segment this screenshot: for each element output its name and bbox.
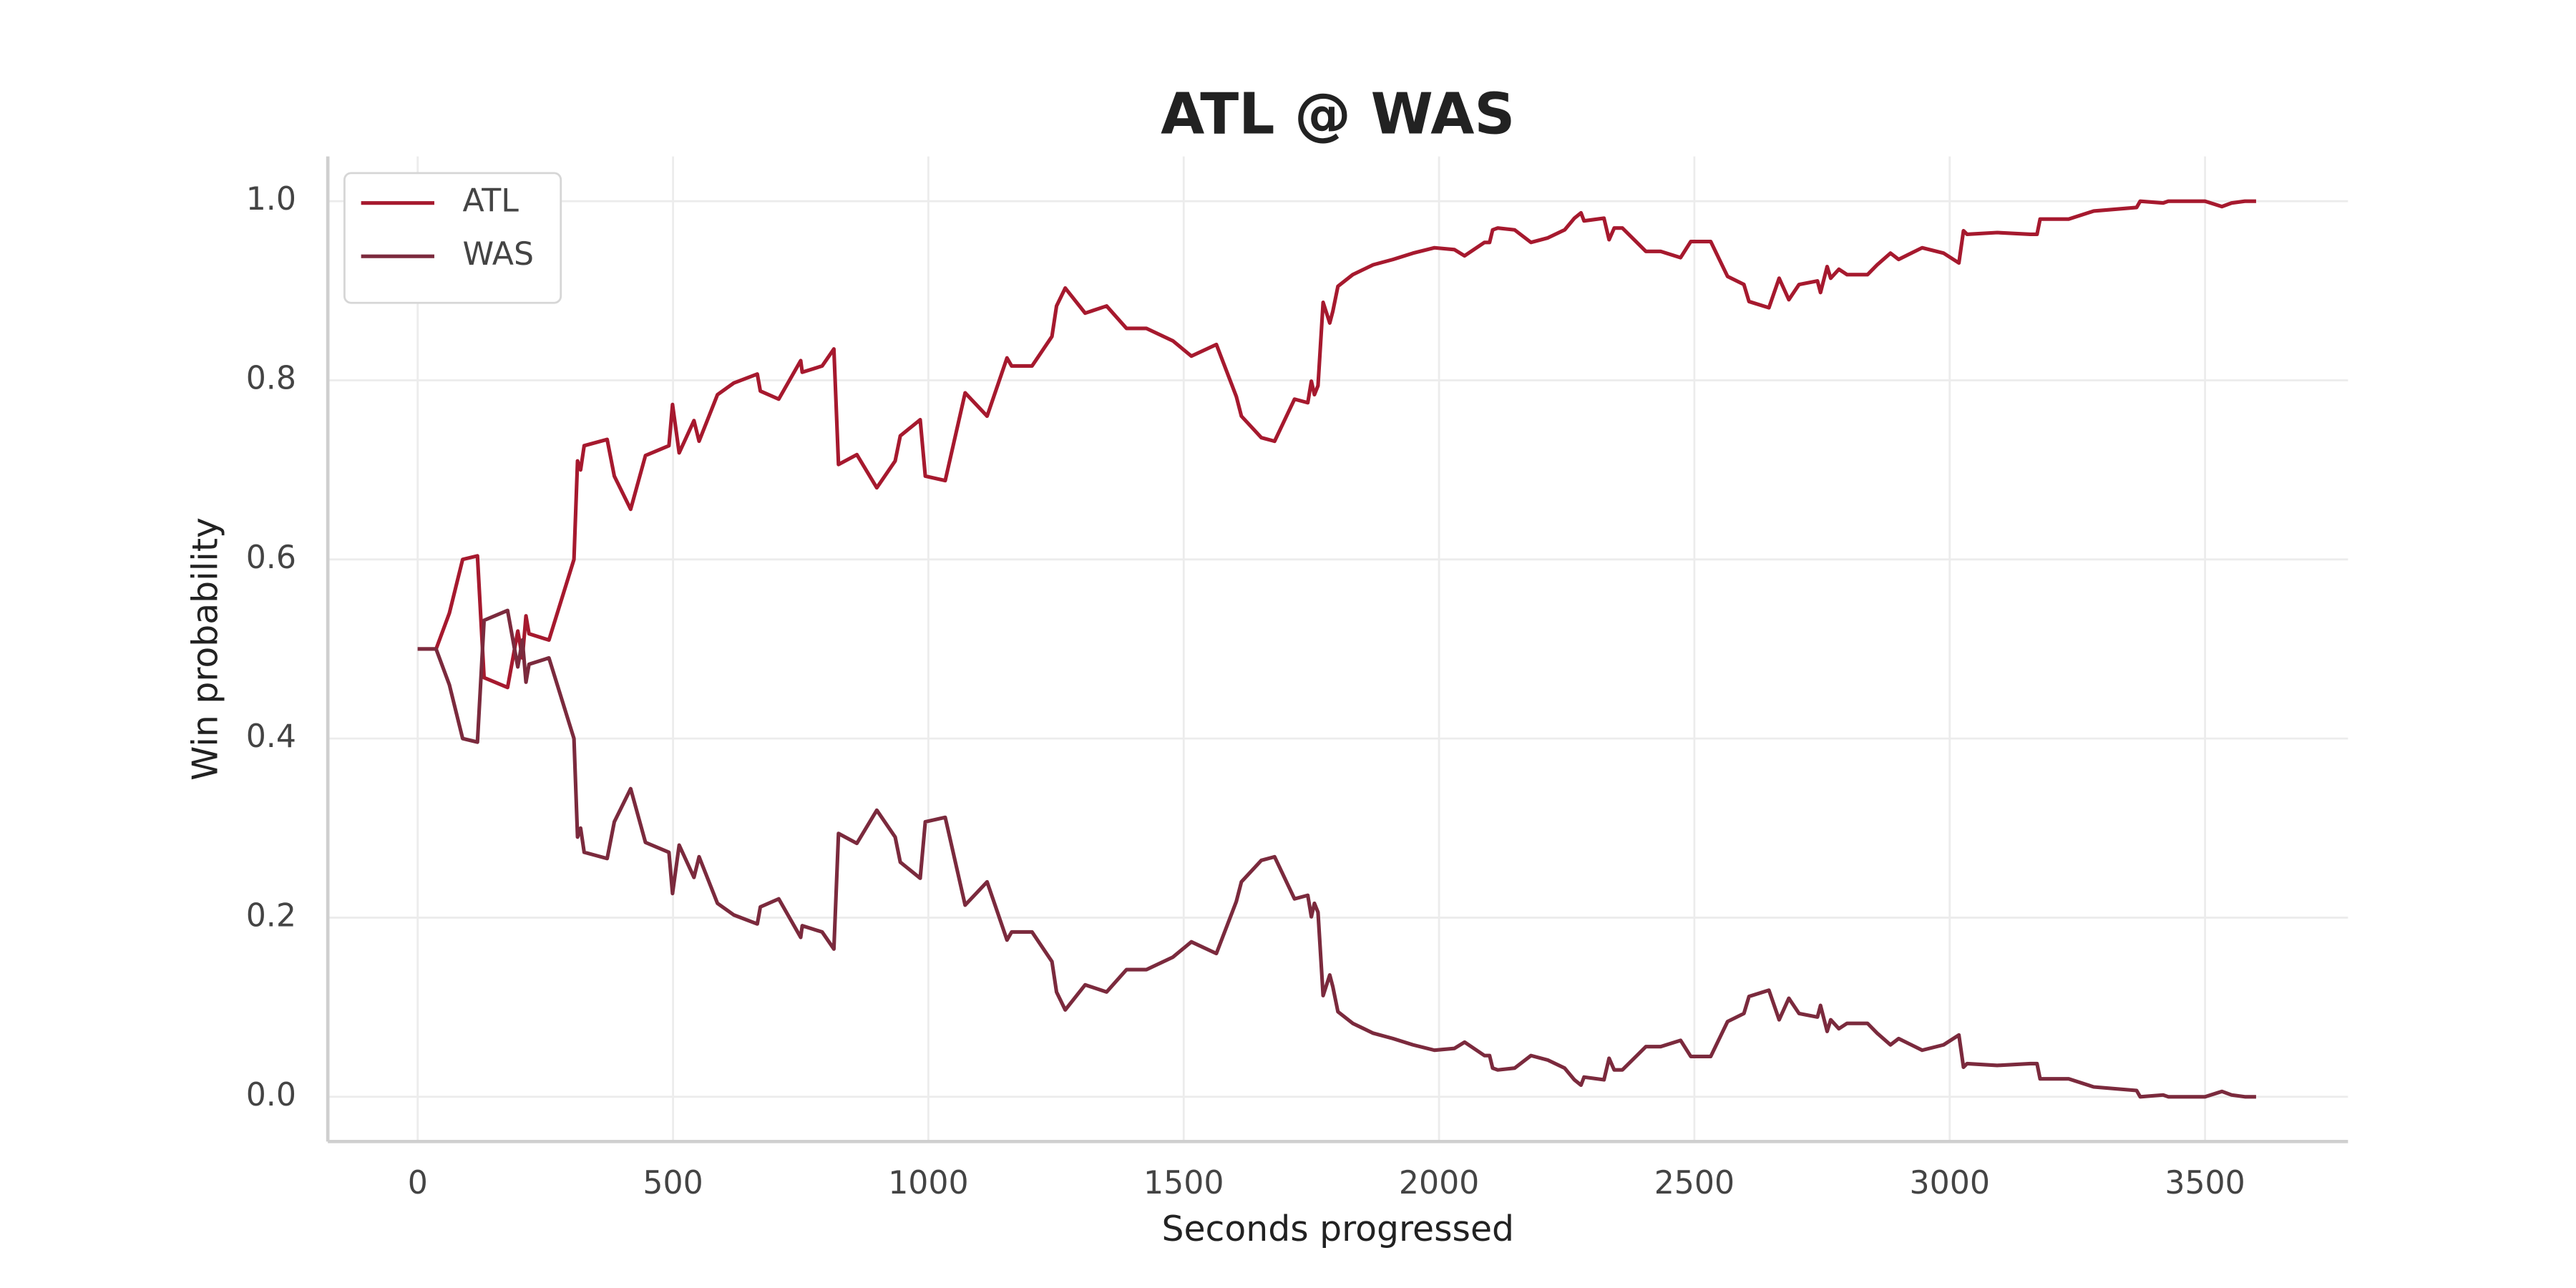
y-axis-label: Win probability [185,517,226,781]
legend-box [343,172,562,304]
x-tick-label: 2500 [1654,1165,1735,1201]
chart-title: ATL @ WAS [1161,82,1515,147]
y-tick-label: 0.0 [246,1077,296,1113]
y-tick-label: 1.0 [246,181,296,218]
y-tick-label: 0.6 [246,540,296,576]
y-tick-label: 0.8 [246,361,296,397]
line-series [417,608,2256,1099]
x-tick-label: 0 [408,1165,428,1201]
line-series [417,199,2256,690]
x-axis-label: Seconds progressed [1162,1209,1514,1249]
y-tick-label: 0.2 [246,897,296,934]
legend-label: WAS [463,236,535,273]
x-tick-label: 3500 [2165,1165,2245,1201]
x-tick-label: 3000 [1910,1165,1990,1201]
legend: ATL WAS [343,172,562,304]
x-tick-label: 2000 [1399,1165,1479,1201]
grid [328,156,2348,1142]
x-tick-label: 1500 [1143,1165,1224,1201]
legend-label: ATL [463,183,519,220]
y-tick-label: 0.4 [246,718,296,755]
x-tick-label: 500 [643,1165,703,1201]
x-tick-label: 1000 [888,1165,968,1201]
